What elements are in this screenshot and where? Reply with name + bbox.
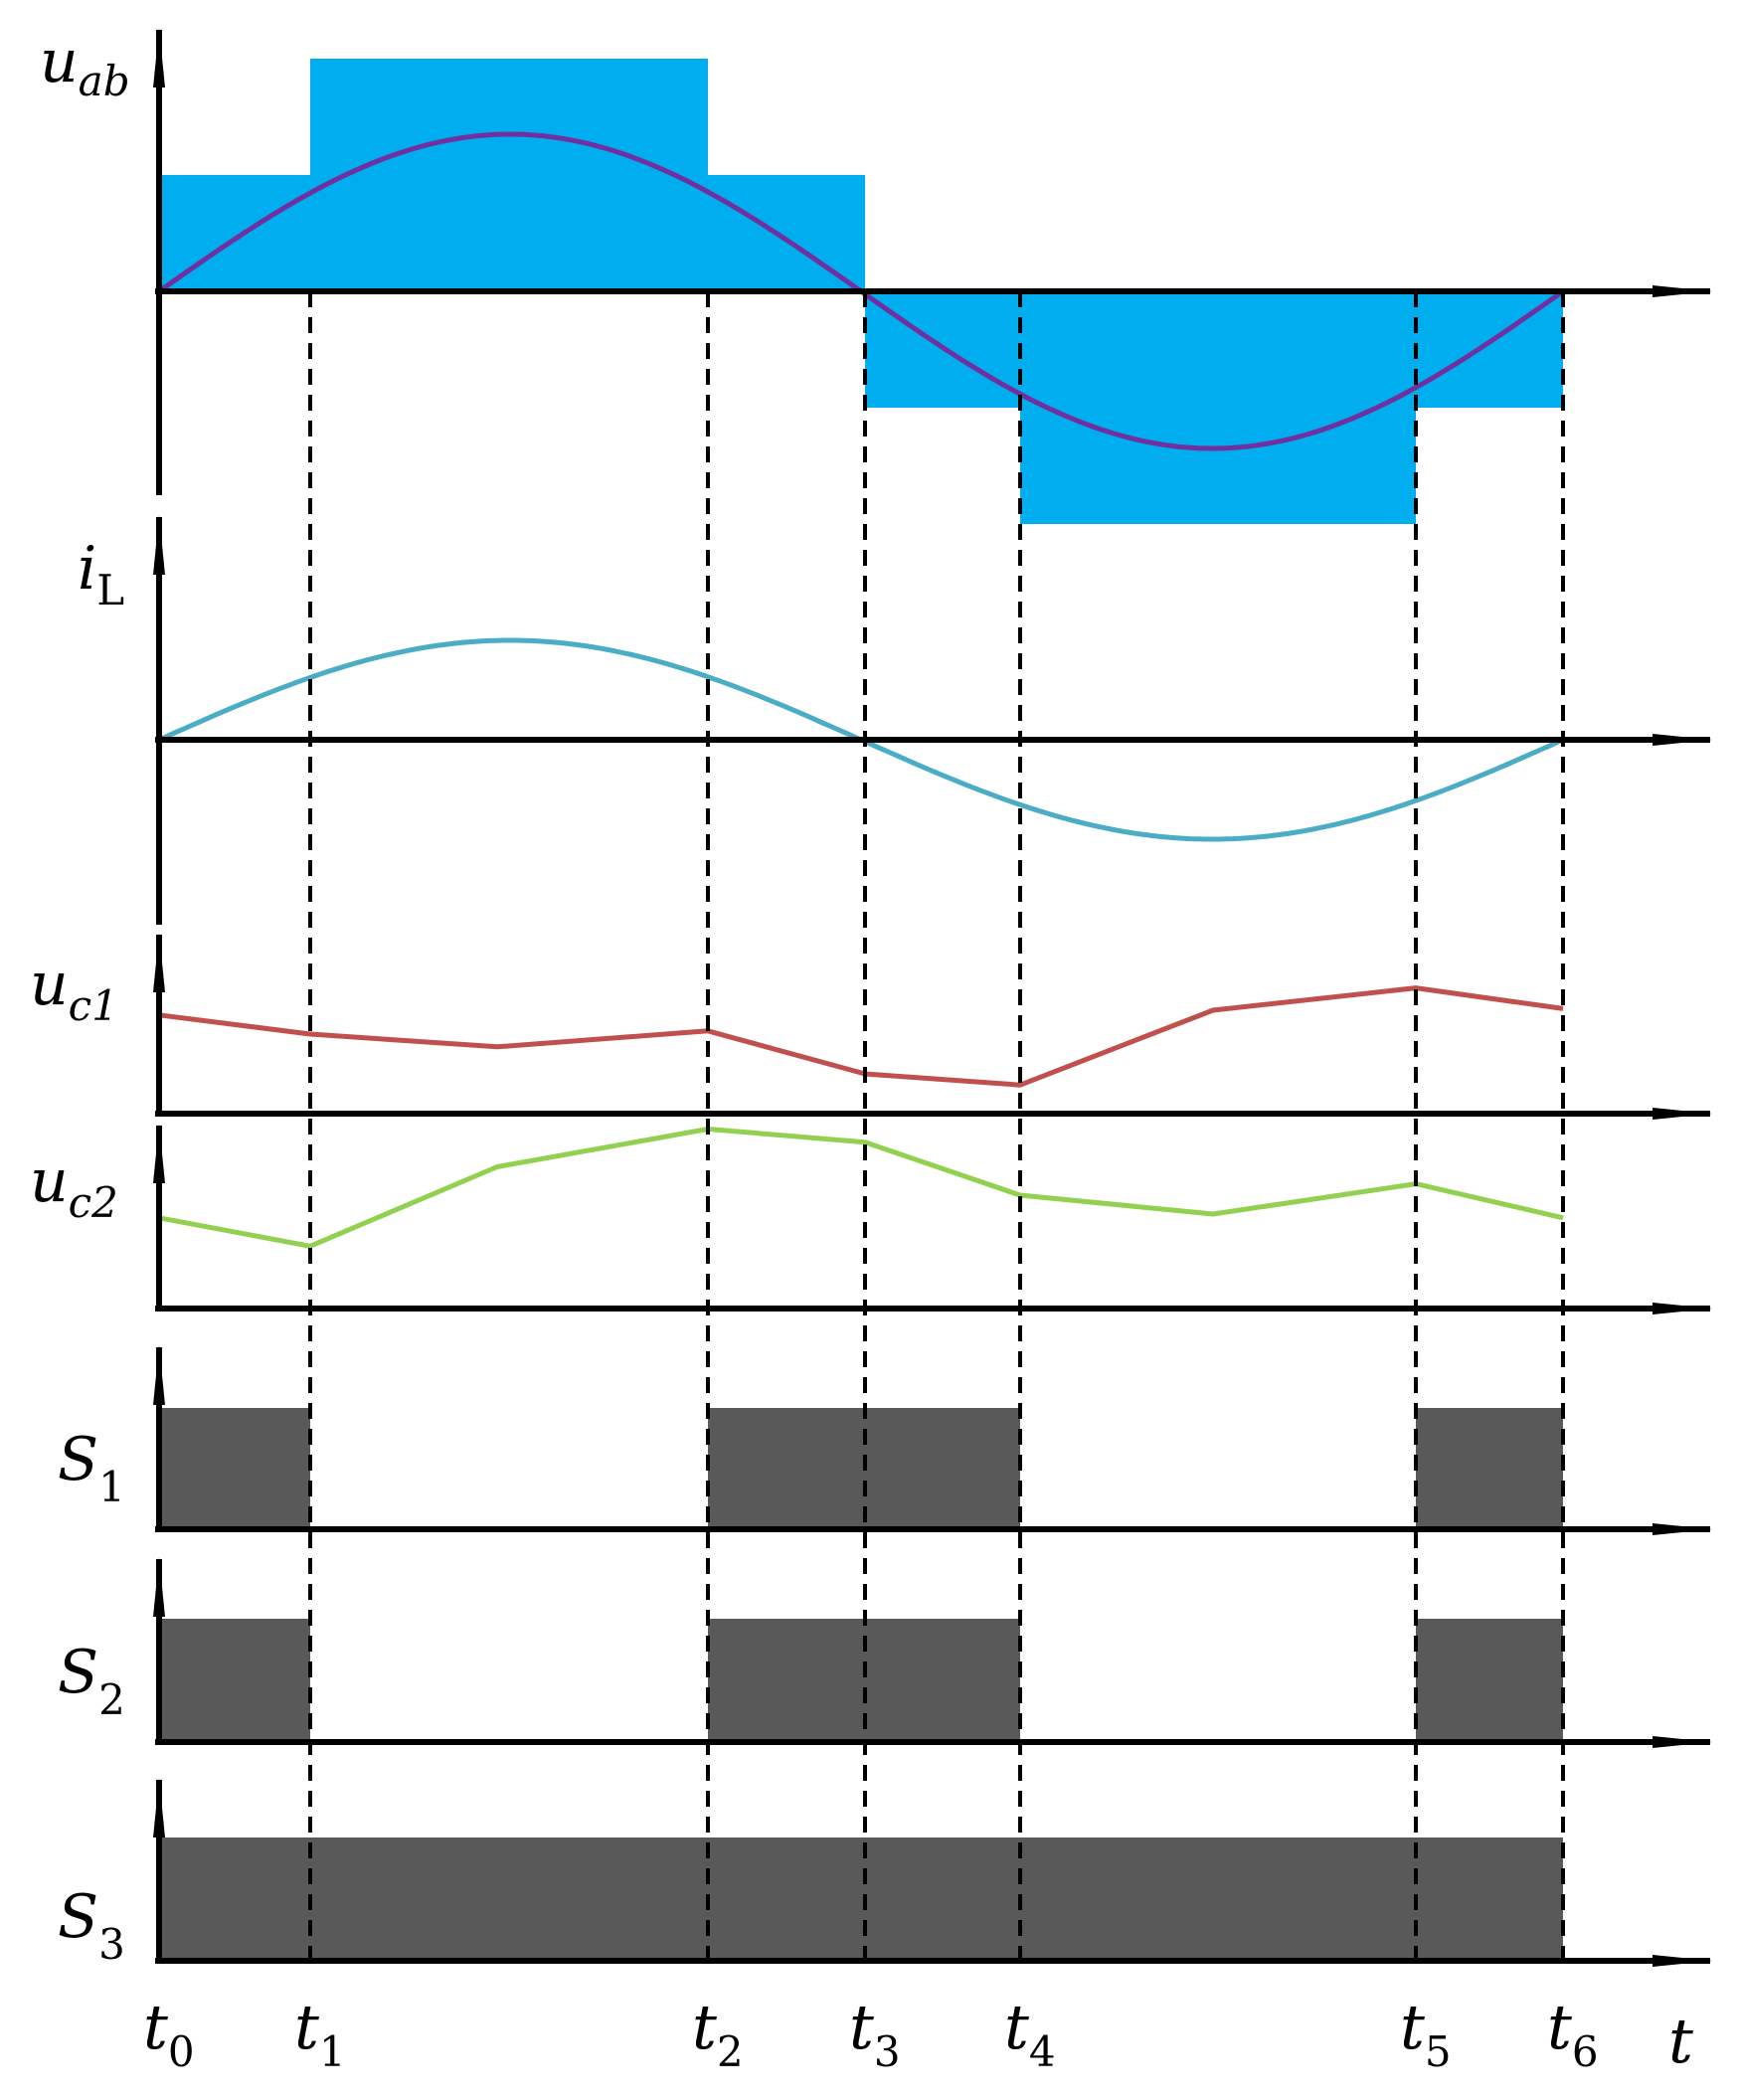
s3-label: S3 <box>58 1882 125 1969</box>
s2-on-interval <box>159 1619 310 1742</box>
axes <box>153 28 1712 1967</box>
il-label: iL <box>78 534 124 614</box>
s1-on-interval <box>1416 1408 1563 1529</box>
time-marker-dashes <box>308 291 1565 1961</box>
uc1-voltage-line <box>158 985 1564 1088</box>
waveform-fills <box>159 59 1563 1961</box>
time-tick-label: t5 <box>1400 1991 1452 2076</box>
uab-step-block <box>1020 291 1416 524</box>
s2-label: S2 <box>58 1638 125 1724</box>
s1-label: S1 <box>58 1425 125 1511</box>
uc2-label: uc2 <box>30 1146 118 1227</box>
s1-on-interval <box>159 1408 310 1529</box>
uab-label: uab <box>40 27 130 105</box>
time-tick-label: t6 <box>1547 1991 1599 2076</box>
uab-step-block <box>708 175 865 291</box>
time-tick-label: t2 <box>692 1991 744 2076</box>
t-axis-label: t <box>1668 2005 1693 2077</box>
uc1-label: uc1 <box>30 950 118 1030</box>
time-tick-label: t4 <box>1004 1991 1056 2076</box>
uc2-voltage-line <box>158 1127 1564 1249</box>
time-tick-label: t1 <box>294 1991 346 2076</box>
s3-on-interval <box>159 1838 1563 1961</box>
time-tick-label: t3 <box>849 1991 901 2076</box>
time-tick-labels: t0 t1 t2 t3 t4 t5 t6 <box>143 1991 1599 2076</box>
uab-step-block <box>310 59 708 291</box>
s2-on-interval <box>1416 1619 1563 1742</box>
time-tick-label: t0 <box>143 1991 195 2076</box>
